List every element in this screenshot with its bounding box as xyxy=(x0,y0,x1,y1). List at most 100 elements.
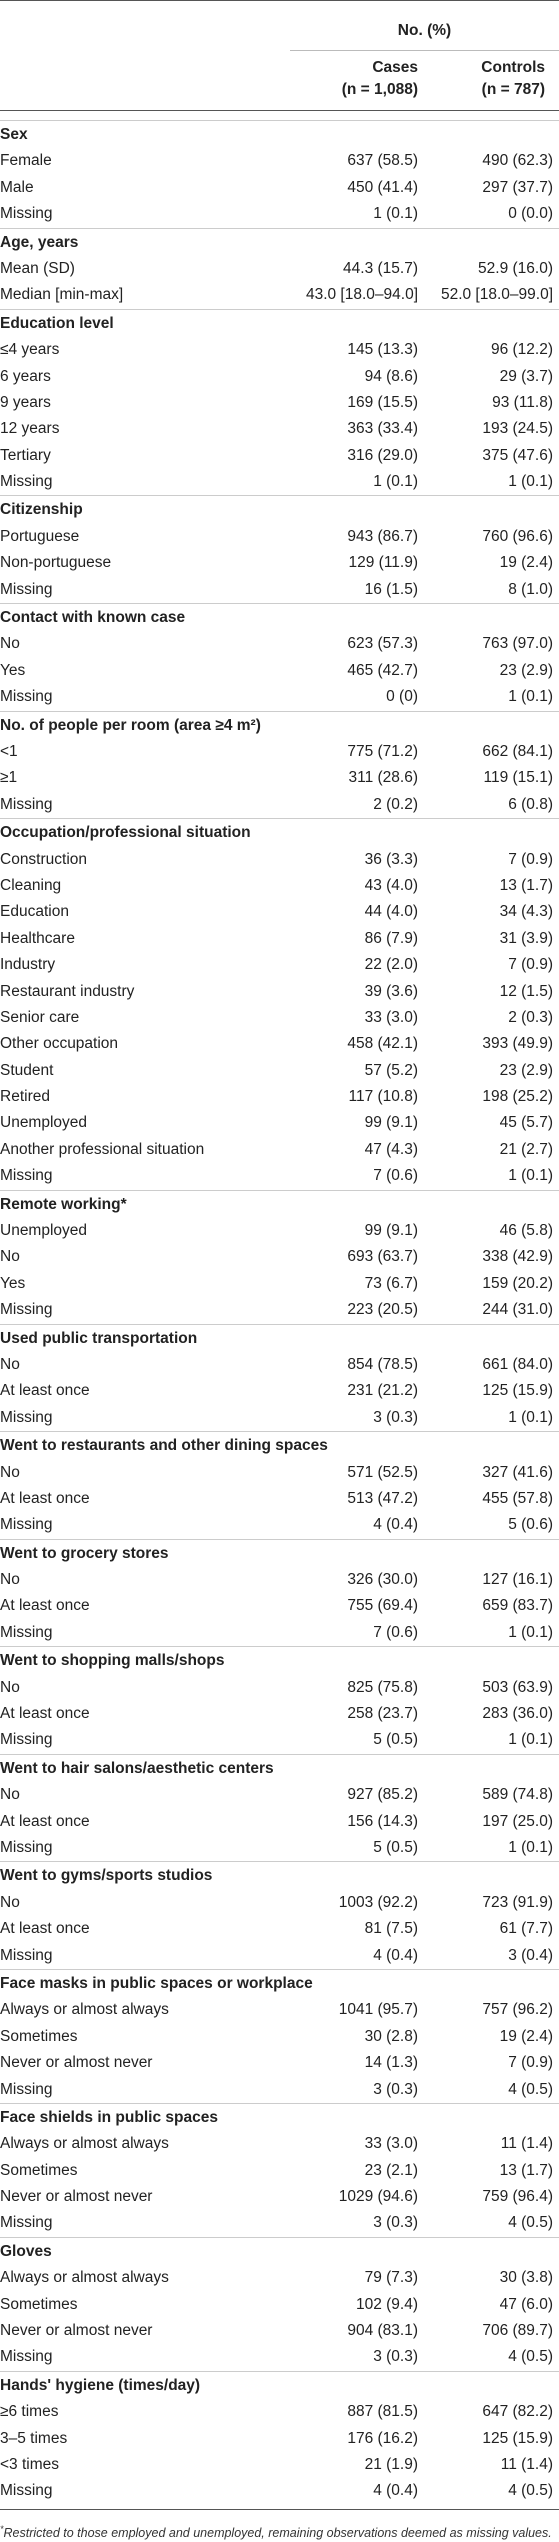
section-header: Went to gyms/sports studios xyxy=(0,1861,559,1889)
cases-value: 316 (29.0) xyxy=(347,446,418,464)
row-label: Student xyxy=(0,1061,54,1079)
row-label: Missing xyxy=(0,1301,53,1319)
section-header: Age, years xyxy=(0,227,559,256)
controls-value: 763 (97.0) xyxy=(482,635,553,653)
cases-value: 887 (81.5) xyxy=(347,2403,418,2421)
table-row: Other occupation 458 (42.1) 393 (49.9) xyxy=(0,1031,559,1057)
controls-value: 23 (2.9) xyxy=(499,1061,553,1079)
row-label: Missing xyxy=(0,2482,53,2500)
table-row: <1 775 (71.2) 662 (84.1) xyxy=(0,739,559,765)
cases-value: 3 (0.3) xyxy=(373,2080,418,2098)
table-row: 6 years 94 (8.6) 29 (3.7) xyxy=(0,364,559,390)
controls-value: 159 (20.2) xyxy=(482,1274,553,1292)
cases-value: 94 (8.6) xyxy=(364,367,418,385)
controls-value: 46 (5.8) xyxy=(499,1222,553,1240)
section-header: Went to shopping malls/shops xyxy=(0,1646,559,1674)
controls-value: 13 (1.7) xyxy=(499,876,553,894)
table-body: Sex Female 637 (58.5) 490 (62.3) Male 450 (41… xyxy=(0,120,559,2505)
row-label: Missing xyxy=(0,580,53,598)
section-title: Age, years xyxy=(0,233,79,251)
section-header: Gloves xyxy=(0,2236,559,2265)
section-header: Went to restaurants and other dining spa… xyxy=(0,1431,559,1459)
cases-value: 117 (10.8) xyxy=(348,1088,418,1106)
controls-value: 327 (41.6) xyxy=(482,1463,553,1481)
table-row: Tertiary 316 (29.0) 375 (47.6) xyxy=(0,443,559,469)
row-label: Missing xyxy=(0,795,53,813)
cases-value: 775 (71.2) xyxy=(347,742,418,760)
cases-value: 4 (0.4) xyxy=(373,1946,418,1964)
row-label: Retired xyxy=(0,1088,50,1106)
controls-value: 119 (15.1) xyxy=(483,769,553,787)
cases-value: 0 (0) xyxy=(386,688,418,706)
controls-value: 297 (37.7) xyxy=(482,178,553,196)
table-header: No. (%) Cases (n = 1,088) Controls (n = … xyxy=(0,0,559,120)
controls-value: 1 (0.1) xyxy=(508,1408,553,1426)
table-row: Median [min-max] 43.0 [18.0–94.0] 52.0 [18… xyxy=(0,282,559,308)
row-label: Unemployed xyxy=(0,1222,88,1240)
table-row: Missing 2 (0.2) 6 (0.8) xyxy=(0,792,559,818)
section-title: Sex xyxy=(0,126,28,143)
table-row: Cleaning 43 (4.0) 13 (1.7) xyxy=(0,873,559,899)
row-label: Industry xyxy=(0,956,56,974)
cases-value: 326 (30.0) xyxy=(347,1571,418,1589)
controls-value: 338 (42.9) xyxy=(482,1248,553,1266)
table-row: Sometimes 23 (2.1) 13 (1.7) xyxy=(0,2158,559,2184)
table-row: Missing 5 (0.5) 1 (0.1) xyxy=(0,1835,559,1861)
section-header: Contact with known case xyxy=(0,603,559,631)
row-label: No xyxy=(0,1678,20,1696)
controls-value: 61 (7.7) xyxy=(499,1920,553,1938)
row-label: Never or almost never xyxy=(0,2322,153,2340)
table-row: Unemployed 99 (9.1) 46 (5.8) xyxy=(0,1218,559,1244)
controls-value: 2 (0.3) xyxy=(508,1008,553,1026)
row-label: Yes xyxy=(0,1274,26,1292)
table-row: Male 450 (41.4) 297 (37.7) xyxy=(0,175,559,201)
cases-value: 21 (1.9) xyxy=(364,2455,418,2473)
table-row: No 1003 (92.2) 723 (91.9) xyxy=(0,1890,559,1916)
table-row: No 623 (57.3) 763 (97.0) xyxy=(0,631,559,657)
table-row: Missing 5 (0.5) 1 (0.1) xyxy=(0,1727,559,1753)
section-title: Went to grocery stores xyxy=(0,1544,169,1562)
footnote-text: Restricted to those employed and unemplo… xyxy=(3,2525,552,2540)
controls-value: 490 (62.3) xyxy=(482,152,553,170)
controls-value: 11 (1.4) xyxy=(500,2455,553,2473)
table-row: Retired 117 (10.8) 198 (25.2) xyxy=(0,1084,559,1110)
cases-value: 36 (3.3) xyxy=(364,850,418,868)
table-row: Another professional situation 47 (4.3) 21… xyxy=(0,1137,559,1163)
row-label: Male xyxy=(0,178,34,196)
table-row: Yes 465 (42.7) 23 (2.9) xyxy=(0,658,559,684)
controls-value: 1 (0.1) xyxy=(508,1623,553,1641)
cases-value: 176 (16.2) xyxy=(347,2429,418,2447)
row-label: Portuguese xyxy=(0,527,80,545)
cases-value: 14 (1.3) xyxy=(364,2054,418,2072)
cases-value: 363 (33.4) xyxy=(347,420,418,438)
cases-value: 99 (9.1) xyxy=(364,1222,418,1240)
table-row: At least once 81 (7.5) 61 (7.7) xyxy=(0,1916,559,1942)
section-title: Went to hair salons/aesthetic centers xyxy=(0,1759,274,1777)
table-row: Sometimes 30 (2.8) 19 (2.4) xyxy=(0,2024,559,2050)
row-label: Construction xyxy=(0,850,88,868)
table-row: Non-portuguese 129 (11.9) 19 (2.4) xyxy=(0,550,559,576)
row-label: Missing xyxy=(0,688,53,706)
row-label: Missing xyxy=(0,1408,53,1426)
row-label: 3–5 times xyxy=(0,2429,68,2447)
controls-value: 8 (1.0) xyxy=(508,580,553,598)
controls-value: 127 (16.1) xyxy=(482,1571,553,1589)
controls-value: 662 (84.1) xyxy=(482,742,553,760)
table-row: No 693 (63.7) 338 (42.9) xyxy=(0,1244,559,1270)
section-header: Education level xyxy=(0,308,559,337)
cases-value: 3 (0.3) xyxy=(373,2348,418,2366)
cases-value: 4 (0.4) xyxy=(373,2482,418,2500)
section-header: Face masks in public spaces or workplace xyxy=(0,1968,559,1997)
controls-value: 589 (74.8) xyxy=(482,1786,553,1804)
table-row: No 326 (30.0) 127 (16.1) xyxy=(0,1567,559,1593)
controls-value: 759 (96.4) xyxy=(482,2188,553,2206)
section-header: Face shields in public spaces xyxy=(0,2102,559,2131)
cases-value: 223 (20.5) xyxy=(347,1301,418,1319)
cases-value: 129 (11.9) xyxy=(348,554,418,572)
table-row: At least once 231 (21.2) 125 (15.9) xyxy=(0,1378,559,1404)
table-row: Healthcare 86 (7.9) 31 (3.9) xyxy=(0,926,559,952)
section-header: Went to hair salons/aesthetic centers xyxy=(0,1753,559,1782)
cases-label: Cases xyxy=(372,59,418,76)
table-row: 3–5 times 176 (16.2) 125 (15.9) xyxy=(0,2426,559,2452)
table-row: Missing 7 (0.6) 1 (0.1) xyxy=(0,1620,559,1646)
